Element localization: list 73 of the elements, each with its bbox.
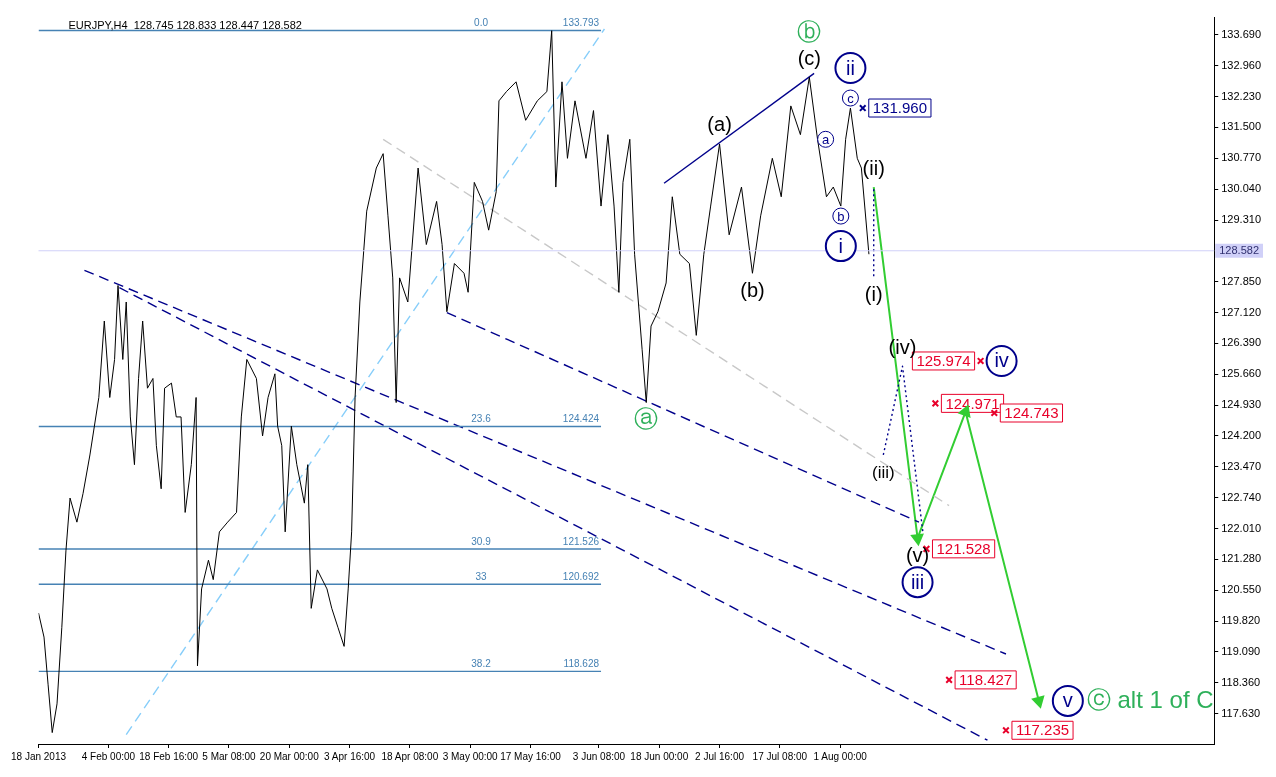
annotation: (v) xyxy=(905,543,930,566)
data-label: 124.971 xyxy=(945,394,1000,412)
y-tick-label: 122.740 xyxy=(1221,490,1261,503)
data-label: 118.628 xyxy=(563,658,600,670)
data-label: 117.235 xyxy=(1015,721,1070,739)
x-tick-label: 5 Mar 08:00 xyxy=(202,750,257,762)
data-label: 133.793 xyxy=(562,17,600,29)
annotation: iii xyxy=(910,570,925,593)
annotation: v xyxy=(1062,689,1073,712)
y-tick-label: 132.230 xyxy=(1221,89,1261,102)
y-tick-label: 130.040 xyxy=(1221,182,1261,195)
annotation: (iii) xyxy=(871,462,895,482)
ref-line-label: 128.582 xyxy=(1219,243,1259,256)
series-label: 23.6 xyxy=(471,413,492,425)
data-label: 121.528 xyxy=(936,540,991,557)
y-tick-label: 124.930 xyxy=(1221,398,1261,411)
annotation: ii xyxy=(845,56,855,79)
y-tick-label: 126.390 xyxy=(1221,336,1261,349)
series-label: 38.2 xyxy=(471,658,492,670)
x-tick-label: 18 Jun 00:00 xyxy=(630,750,689,762)
annotation: (ii) xyxy=(862,156,885,179)
annotation: b xyxy=(837,208,845,224)
annotation: (a) xyxy=(707,113,732,136)
x-tick-label: 4 Feb 00:00 xyxy=(81,750,136,762)
chart-title: EURJPY,H4 128.745 128.833 128.447 128.582 xyxy=(68,19,302,32)
y-tick-label: 127.120 xyxy=(1221,305,1261,318)
annotation: a xyxy=(822,131,831,147)
x-tick-label: 3 May 00:00 xyxy=(442,750,499,762)
x-tick-label: 3 Apr 16:00 xyxy=(324,750,376,762)
data-label: 121.526 xyxy=(562,535,600,547)
y-tick-label: 124.200 xyxy=(1221,428,1261,441)
data-label: 124.743 xyxy=(1004,404,1059,422)
x-tick-label: 17 May 16:00 xyxy=(500,750,562,762)
y-tick-label: 125.660 xyxy=(1221,367,1261,380)
y-tick-label: 129.310 xyxy=(1221,213,1261,226)
y-tick-label: 123.470 xyxy=(1221,459,1261,472)
annotation: iv xyxy=(994,349,1009,372)
data-label: 131.960 xyxy=(872,99,927,117)
y-tick-label: 122.010 xyxy=(1221,521,1261,534)
y-tick-label: 120.550 xyxy=(1221,583,1261,596)
annotation: c xyxy=(847,90,855,106)
annotation: ⓒ alt 1 of C xyxy=(1086,685,1214,713)
x-tick-label: 20 Mar 00:00 xyxy=(259,750,320,762)
series-label: 33 xyxy=(475,570,488,582)
y-tick-label: 132.960 xyxy=(1221,58,1261,71)
y-tick-label: 119.090 xyxy=(1221,644,1261,657)
annotation: i xyxy=(838,234,844,257)
annotation: (c) xyxy=(797,46,821,69)
y-tick-label: 130.770 xyxy=(1221,151,1261,164)
y-tick-label: 119.820 xyxy=(1221,614,1261,627)
x-tick-label: 18 Jan 2013 xyxy=(10,750,67,762)
data-label: 120.692 xyxy=(562,570,600,582)
y-tick-label: 127.850 xyxy=(1221,274,1261,287)
y-tick-label: 133.690 xyxy=(1221,27,1261,40)
x-tick-label: 1 Aug 00:00 xyxy=(813,750,868,762)
y-tick-label: 131.500 xyxy=(1221,120,1261,133)
y-tick-label: 121.280 xyxy=(1221,552,1261,565)
annotation: (i) xyxy=(864,283,883,306)
series-label: 0.0 xyxy=(474,17,489,29)
annotation: ⓐ xyxy=(634,405,659,433)
data-label: 124.424 xyxy=(562,413,600,425)
y-tick-label: 118.360 xyxy=(1221,675,1261,688)
x-tick-label: 18 Apr 08:00 xyxy=(381,750,439,762)
data-label: 118.427 xyxy=(959,671,1013,689)
data-label: 125.974 xyxy=(916,352,971,370)
y-tick-label: 117.630 xyxy=(1221,706,1261,719)
x-tick-label: 17 Jul 08:00 xyxy=(752,750,808,762)
x-tick-label: 2 Jul 16:00 xyxy=(695,750,745,762)
annotation: (b) xyxy=(740,278,765,301)
annotation: ⓑ xyxy=(797,17,822,45)
series-label: 30.9 xyxy=(471,535,492,547)
x-tick-label: 3 Jun 08:00 xyxy=(572,750,626,762)
x-tick-label: 18 Feb 16:00 xyxy=(139,750,199,762)
